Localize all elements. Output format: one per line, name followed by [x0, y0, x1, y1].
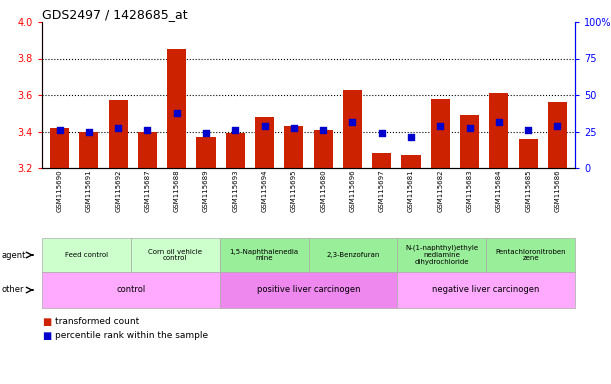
Point: [54, 127, 64, 133]
Text: transformed count: transformed count: [56, 318, 140, 326]
Bar: [548, 102, 567, 168]
Text: N-(1-naphthyl)ethyle
nediamine
dihydrochloride: N-(1-naphthyl)ethyle nediamine dihydroch…: [405, 245, 478, 265]
Point: [348, 119, 357, 126]
Bar: [489, 93, 508, 168]
Point: [465, 125, 475, 131]
Point: [377, 130, 387, 136]
Text: 2,3-Benzofuran: 2,3-Benzofuran: [326, 252, 379, 258]
Point: [436, 123, 445, 129]
Point: [113, 125, 123, 131]
Text: Feed control: Feed control: [65, 252, 108, 258]
Bar: [167, 50, 186, 168]
Text: ■: ■: [42, 331, 51, 341]
Point: [142, 127, 152, 133]
Point: [172, 110, 181, 116]
Bar: [372, 153, 391, 168]
Bar: [226, 133, 245, 168]
Bar: [431, 99, 450, 168]
Point: [84, 128, 93, 134]
Point: [230, 127, 240, 133]
Bar: [401, 155, 420, 168]
Point: [318, 127, 328, 133]
Text: 1,5-Naphthalenedia
mine: 1,5-Naphthalenedia mine: [230, 248, 299, 262]
Text: positive liver carcinogen: positive liver carcinogen: [257, 285, 360, 295]
Bar: [284, 126, 304, 168]
Point: [406, 134, 416, 140]
Bar: [138, 131, 157, 168]
Bar: [79, 131, 98, 168]
Text: other: other: [2, 285, 24, 295]
Text: Pentachloronitroben
zene: Pentachloronitroben zene: [496, 248, 566, 262]
Text: percentile rank within the sample: percentile rank within the sample: [56, 331, 208, 341]
Bar: [519, 139, 538, 168]
Point: [523, 127, 533, 133]
Bar: [109, 101, 128, 168]
Point: [201, 130, 211, 136]
Point: [552, 123, 562, 129]
Bar: [255, 117, 274, 168]
Bar: [460, 115, 479, 168]
Text: agent: agent: [2, 250, 26, 260]
Bar: [343, 89, 362, 168]
Point: [494, 119, 503, 126]
Point: [260, 123, 269, 129]
Text: control: control: [116, 285, 145, 295]
Bar: [50, 128, 69, 168]
Point: [289, 125, 299, 131]
Bar: [313, 130, 332, 168]
Bar: [197, 137, 216, 168]
Text: ■: ■: [42, 317, 51, 327]
Text: GDS2497 / 1428685_at: GDS2497 / 1428685_at: [42, 8, 188, 21]
Text: Corn oil vehicle
control: Corn oil vehicle control: [148, 248, 202, 262]
Text: negative liver carcinogen: negative liver carcinogen: [433, 285, 540, 295]
